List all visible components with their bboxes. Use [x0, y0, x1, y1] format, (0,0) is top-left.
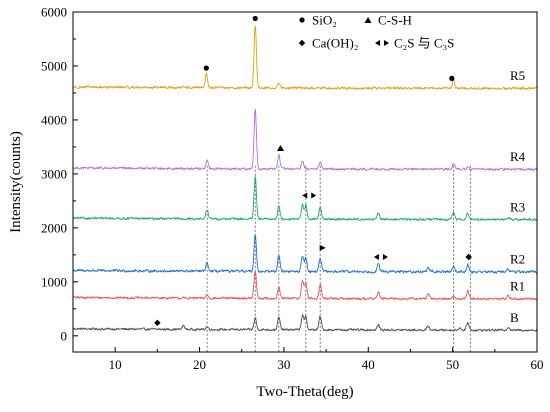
- x-tick-label: 60: [531, 357, 544, 372]
- series-label-r4: R4: [510, 149, 526, 164]
- c2s-c3s-marker: [373, 254, 388, 261]
- legend-label: Ca(OH)₂: [312, 36, 358, 51]
- series-line-b: [72, 314, 538, 332]
- series-label-r1: R1: [510, 279, 525, 294]
- right-triangle: [382, 254, 388, 261]
- legend-label: C₂S 与 C₃S: [394, 36, 454, 51]
- y-tick-label: 5000: [41, 58, 67, 73]
- c2s-c3s-marker: [302, 192, 317, 199]
- x-tick-label: 20: [193, 357, 206, 372]
- x-tick-label: 40: [362, 357, 375, 372]
- y-tick-label: 4000: [41, 112, 67, 127]
- series-label-r3: R3: [510, 199, 525, 214]
- y-tick-label: 1000: [41, 274, 67, 289]
- y-tick-label: 3000: [41, 166, 67, 181]
- sio2-marker: [252, 15, 258, 22]
- legend: SiO₂ C-S-H Ca(OH)₂ C₂S 与 C₃S: [298, 13, 454, 51]
- x-axis-label: Two-Theta(deg): [256, 384, 353, 400]
- caoh2-marker: [465, 253, 472, 261]
- sio2-marker: [449, 75, 455, 81]
- c2s-c3s-marker: [375, 40, 389, 46]
- y-axis-label: Intensity(counts): [8, 131, 24, 233]
- x-tick-label: 10: [109, 357, 122, 372]
- series-label-b: B: [510, 310, 519, 325]
- x-axis-ticks: 10 20 30 40 50 60: [72, 347, 544, 372]
- legend-entry: Ca(OH)₂: [298, 36, 358, 51]
- series-line-r5: [72, 25, 538, 91]
- left-triangle: [302, 192, 308, 199]
- peak-markers: [154, 15, 472, 327]
- legend-label: C-S-H: [378, 13, 412, 28]
- series-lines: [72, 25, 538, 332]
- legend-label: SiO₂: [312, 13, 337, 28]
- series-line-r1: [72, 271, 538, 301]
- sio2-marker: [203, 65, 209, 71]
- x-tick-label: 50: [446, 357, 459, 372]
- series-line-r4: [72, 108, 538, 172]
- left-triangle: [373, 254, 379, 261]
- right-triangle: [384, 40, 389, 46]
- series-line-r3: [72, 176, 538, 222]
- legend-entry: C₂S 与 C₃S: [375, 36, 454, 51]
- caoh2-marker: [298, 39, 306, 47]
- series-label-r5: R5: [510, 68, 525, 83]
- legend-entry: SiO₂: [299, 13, 337, 28]
- y-axis-ticks: 0 1000 2000 3000 4000 5000 6000: [41, 5, 78, 343]
- y-tick-label: 6000: [41, 5, 67, 20]
- caoh2-marker: [154, 319, 161, 327]
- y-tick-label: 2000: [41, 220, 67, 235]
- left-triangle: [375, 40, 380, 46]
- right-triangle: [311, 192, 317, 199]
- x-tick-label: 30: [277, 357, 290, 372]
- c2s-c3s-marker: [319, 244, 326, 251]
- legend-entry: C-S-H: [364, 13, 412, 28]
- series-label-r2: R2: [510, 252, 525, 267]
- plot-frame: [72, 11, 538, 353]
- sio2-marker: [299, 17, 305, 23]
- series-line-r2: [72, 234, 538, 274]
- csh-marker: [364, 17, 372, 23]
- series-labels: B R1 R2 R3 R4 R5: [510, 68, 526, 325]
- csh-marker: [276, 145, 285, 151]
- guide-lines: [206, 165, 471, 352]
- y-tick-label: 0: [61, 328, 68, 343]
